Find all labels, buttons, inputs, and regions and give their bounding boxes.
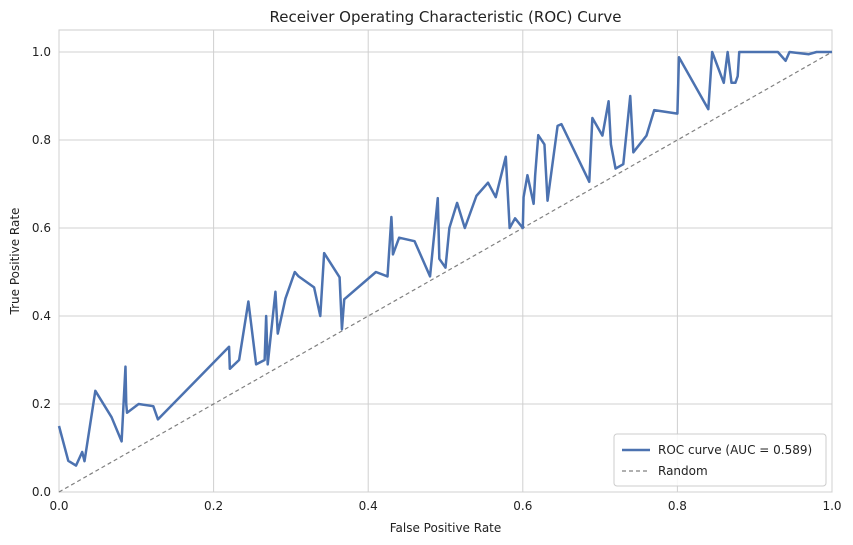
legend-label-roc: ROC curve (AUC = 0.589): [658, 443, 812, 457]
x-tick-label: 0.4: [359, 499, 378, 513]
x-tick-label: 0.0: [49, 499, 68, 513]
y-tick-label: 0.8: [32, 133, 51, 147]
x-axis-label: False Positive Rate: [390, 521, 502, 535]
legend-box: [613, 433, 827, 487]
random-baseline-line: [58, 51, 833, 493]
legend: ROC curve (AUC = 0.589) Random: [613, 433, 827, 487]
x-tick-label: 0.6: [513, 499, 532, 513]
x-tick-label: 0.2: [204, 499, 223, 513]
x-tick-label: 1.0: [822, 499, 841, 513]
legend-label-random: Random: [658, 464, 708, 478]
y-axis-label: True Positive Rate: [8, 208, 22, 316]
grid-lines: [58, 30, 833, 493]
chart-title: Receiver Operating Characteristic (ROC) …: [270, 8, 622, 26]
y-tick-label: 0.2: [32, 397, 51, 411]
roc-curve-line: [57, 50, 832, 467]
x-tick-label: 0.8: [668, 499, 687, 513]
tick-labels: 0.0 0.2 0.4 0.6 0.8 1.0 0.0 0.2 0.4 0.6 0.8 1.0: [32, 45, 842, 513]
y-tick-label: 1.0: [32, 45, 51, 59]
y-tick-label: 0.0: [32, 485, 51, 499]
series-group: [57, 50, 833, 493]
y-tick-label: 0.4: [32, 309, 51, 323]
y-tick-label: 0.6: [32, 221, 51, 235]
